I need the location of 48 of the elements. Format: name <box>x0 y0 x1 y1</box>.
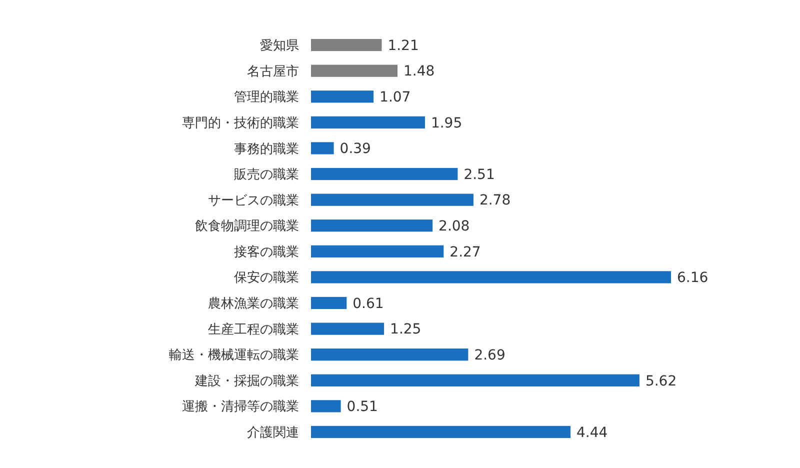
data-label: 0.61 <box>352 296 384 312</box>
data-label: 1.95 <box>430 115 462 132</box>
bar <box>311 220 433 232</box>
data-label: 0.51 <box>346 399 378 416</box>
y-tick-label: 愛知県 <box>260 38 299 54</box>
bar <box>311 194 474 206</box>
bar <box>311 168 458 180</box>
data-label: 1.48 <box>403 64 435 80</box>
y-tick-label: サービスの職業 <box>208 193 299 208</box>
y-tick-label: 事務的職業 <box>234 142 299 157</box>
y-tick-label: 保安の職業 <box>234 270 299 286</box>
data-label: 1.25 <box>390 322 422 338</box>
bar <box>311 38 382 52</box>
bar <box>311 296 347 310</box>
y-tick-label: 販売の職業 <box>234 168 299 183</box>
data-label: 4.44 <box>576 424 608 441</box>
bar <box>311 426 570 438</box>
data-label: 0.39 <box>340 141 371 158</box>
data-label: 6.16 <box>677 270 708 286</box>
data-label: 2.27 <box>450 244 481 260</box>
bar <box>311 271 671 284</box>
data-label: 2.08 <box>438 218 470 234</box>
bar <box>311 116 425 128</box>
data-label: 5.62 <box>645 373 677 390</box>
bar <box>311 322 384 335</box>
bar <box>311 245 444 258</box>
data-label: 1.07 <box>380 90 411 106</box>
y-tick-label: 輸送・機械運転の職業 <box>169 348 299 364</box>
y-tick-label: 建設・採掘の職業 <box>194 374 299 389</box>
y-tick-label: 管理的職業 <box>234 90 299 106</box>
bar <box>311 90 374 103</box>
data-label: 1.21 <box>388 38 419 54</box>
data-label: 2.78 <box>479 192 511 209</box>
bar <box>311 142 334 154</box>
bar <box>311 348 468 361</box>
bar <box>311 374 640 386</box>
y-tick-label: 農林漁業の職業 <box>208 296 299 312</box>
y-tick-label: 介護関連 <box>247 426 299 441</box>
data-label: 2.51 <box>464 166 495 183</box>
bar <box>311 400 341 412</box>
y-tick-label: 名古屋市 <box>247 64 299 80</box>
y-tick-label: 接客の職業 <box>234 244 299 260</box>
y-tick-label: 専門的・技術的職業 <box>182 116 299 131</box>
data-label: 2.69 <box>474 347 506 364</box>
y-tick-label: 運搬・清掃等の職業 <box>182 400 299 415</box>
y-tick-label: 生産工程の職業 <box>208 321 299 338</box>
y-tick-label: 飲食物調理の職業 <box>195 219 299 234</box>
bar <box>311 64 398 77</box>
